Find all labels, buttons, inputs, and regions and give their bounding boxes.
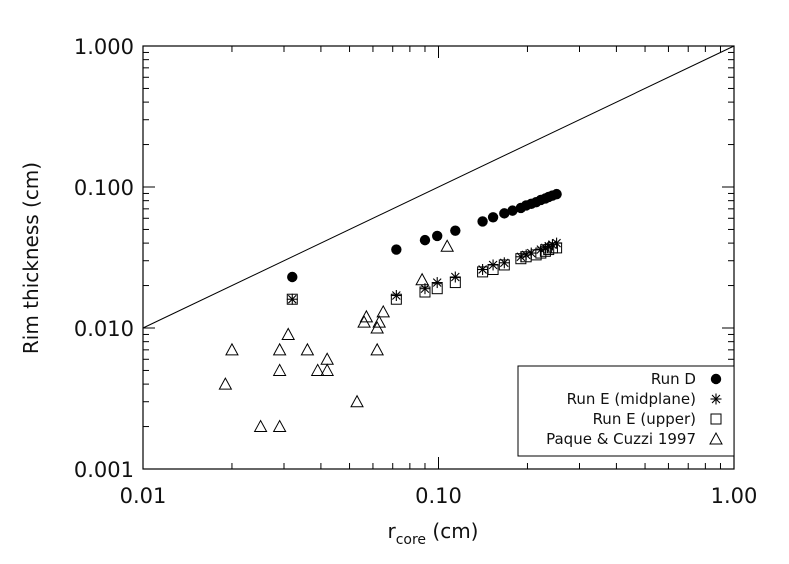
data-point-series-3	[376, 304, 391, 318]
data-point-series-2	[431, 283, 443, 295]
data-point-series-2	[390, 293, 402, 305]
data-point-series-2	[551, 242, 563, 254]
y-axis-title: Rim thickness (cm)	[19, 162, 43, 354]
data-point-series-3	[281, 327, 296, 340]
data-point-series-1	[477, 263, 489, 275]
data-point-series-2	[419, 286, 431, 298]
data-point-series-3	[310, 363, 325, 376]
data-point-series-2	[543, 244, 555, 256]
data-point-series-0	[507, 205, 518, 216]
data-point-series-0	[499, 208, 510, 219]
legend-symbol-series-0	[710, 373, 722, 385]
legend-label-paque-cuzzi: Paque & Cuzzi 1997	[546, 430, 696, 448]
data-point-series-1	[431, 277, 443, 289]
x-axis-title-main: r	[387, 519, 396, 543]
data-point-series-1	[286, 293, 298, 305]
data-point-series-0	[391, 244, 402, 255]
data-point-series-1	[390, 290, 402, 302]
legend-symbol-series-3	[709, 431, 723, 445]
x-tick-label: 1.00	[711, 484, 758, 508]
data-point-series-3	[320, 363, 335, 376]
data-point-series-1	[498, 257, 510, 269]
data-point-series-3	[350, 394, 364, 408]
x-axis-title-subscript: core	[396, 532, 426, 548]
reference-line	[142, 45, 735, 329]
data-point-series-1	[449, 271, 461, 283]
legend-symbol-series-2	[710, 413, 722, 425]
data-point-series-3	[372, 315, 387, 328]
data-point-series-3	[320, 352, 335, 365]
legend-symbol-series-1	[710, 393, 722, 405]
data-point-series-3	[272, 363, 287, 376]
data-point-series-3	[218, 377, 233, 390]
data-point-series-0	[551, 188, 562, 200]
data-point-series-2	[539, 245, 551, 257]
data-point-series-2	[449, 277, 461, 289]
data-point-series-0	[419, 234, 431, 246]
y-tick-label: 1.000	[74, 35, 134, 59]
x-tick-label: 0.01	[120, 484, 167, 508]
reference-line-layer	[142, 45, 735, 329]
legend: Run D Run E (midplane) Run E (upper) Paq…	[517, 365, 735, 457]
data-point-series-3	[225, 342, 239, 356]
data-point-series-3	[359, 309, 374, 323]
data-points-layer	[218, 188, 563, 433]
data-point-series-2	[286, 293, 298, 305]
data-point-series-3	[272, 419, 287, 433]
data-point-series-3	[272, 342, 287, 356]
data-point-series-3	[440, 239, 455, 252]
data-point-series-3	[253, 419, 268, 433]
x-axis-title-unit: (cm)	[426, 519, 478, 543]
data-point-series-0	[487, 212, 499, 223]
data-point-series-2	[487, 263, 499, 275]
legend-symbols	[709, 373, 723, 445]
data-point-series-3	[370, 342, 384, 356]
data-point-series-2	[498, 259, 510, 271]
x-axis-title: rcore (cm)	[387, 519, 478, 548]
y-tick-label: 0.100	[74, 176, 134, 200]
legend-label-run-e-upper: Run E (upper)	[593, 410, 696, 428]
data-point-series-3	[415, 272, 429, 286]
data-point-series-3	[300, 342, 315, 356]
y-tick-label: 0.001	[74, 458, 134, 482]
legend-label-run-e-midplane: Run E (midplane)	[567, 390, 696, 408]
axes: 0.01 0.10 1.00 0.001 0.010 0.100 1.000	[74, 35, 758, 508]
data-point-series-0	[432, 230, 443, 242]
data-point-series-0	[477, 216, 488, 227]
data-point-series-0	[287, 271, 298, 283]
y-tick-label: 0.010	[74, 317, 134, 341]
data-point-series-0	[450, 225, 461, 236]
x-tick-label: 0.10	[415, 484, 462, 508]
legend-label-run-d: Run D	[651, 370, 696, 388]
legend-box	[517, 365, 735, 457]
